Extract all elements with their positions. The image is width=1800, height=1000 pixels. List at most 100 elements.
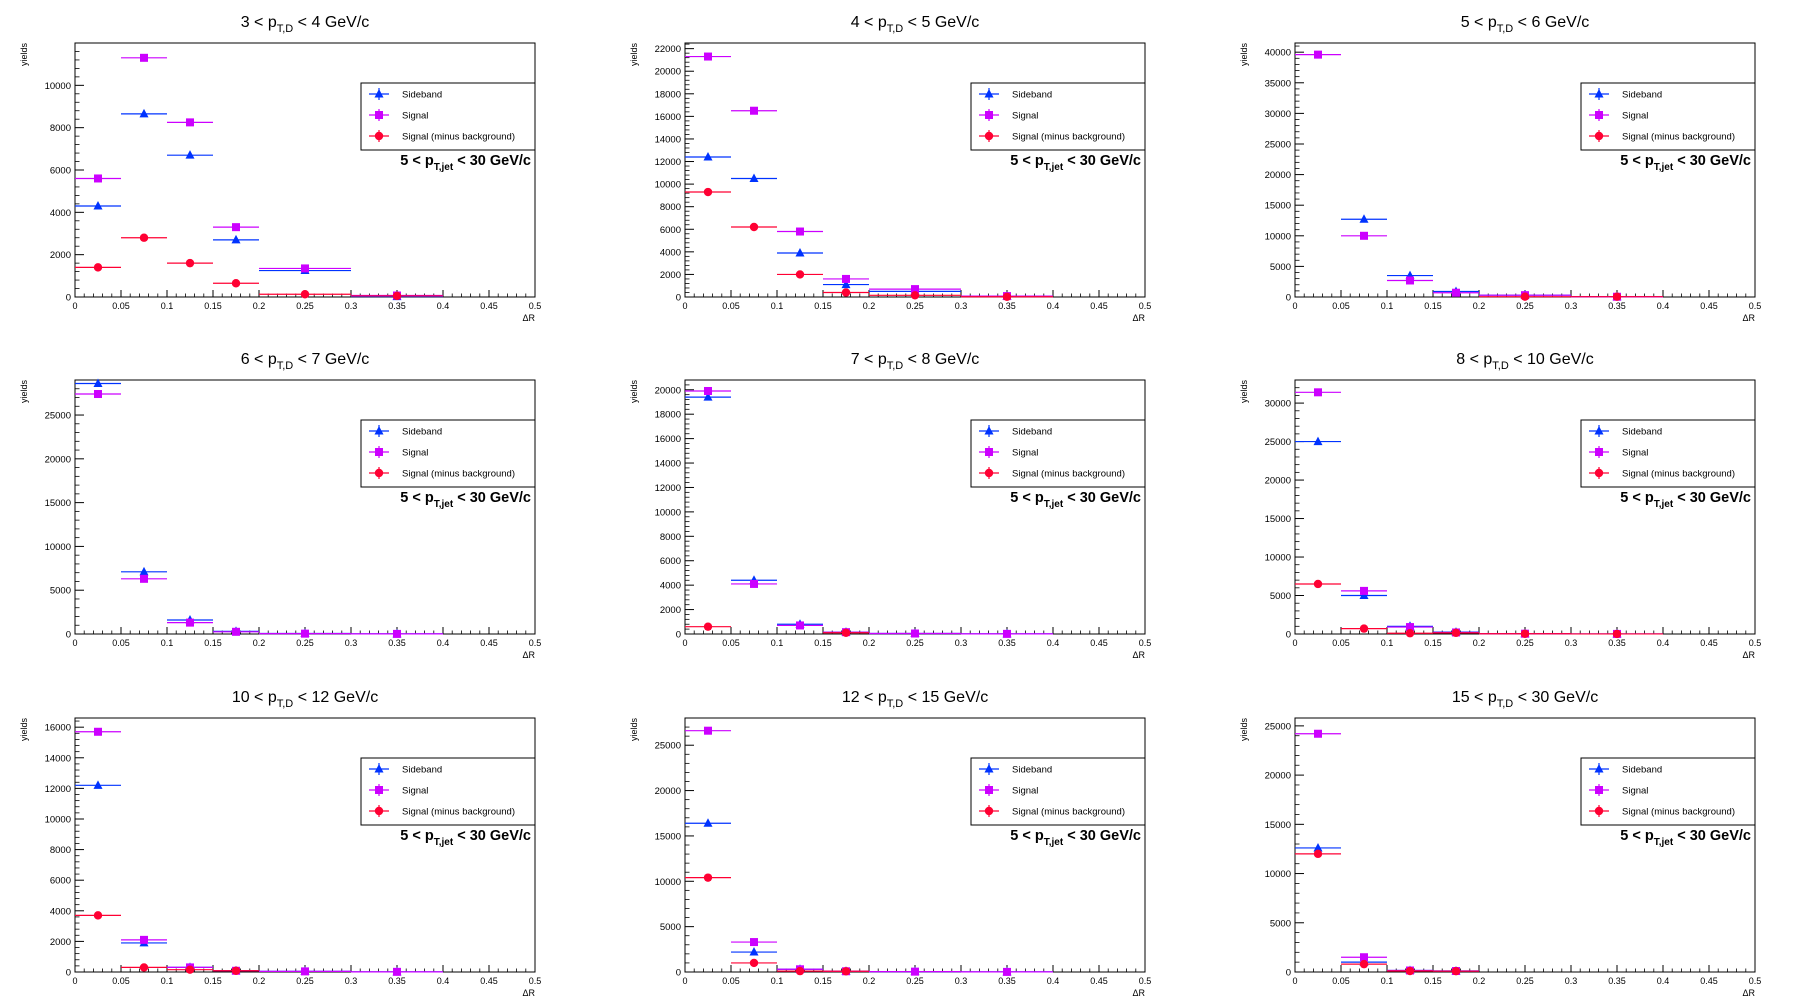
- signal-minus-bkg-point: [1520, 629, 1530, 638]
- x-tick-label: 0.15: [204, 976, 222, 986]
- sideband-point: [703, 818, 713, 827]
- sideband-point: [139, 108, 149, 118]
- legend-box: [1580, 419, 1756, 488]
- x-tick-label: 0.5: [1749, 301, 1762, 311]
- signal-minus-bkg-point: [841, 628, 851, 637]
- y-axis-label: yields: [19, 380, 29, 404]
- y-tick-label: 40000: [1265, 48, 1291, 59]
- sideband-point: [1359, 214, 1369, 223]
- signal-minus-bkg-point: [703, 187, 713, 197]
- x-tick-label: 0: [1292, 638, 1297, 648]
- x-tick-label: 0.25: [906, 638, 924, 648]
- legend-label: Signal: [1012, 111, 1038, 122]
- legend-marker: [984, 89, 994, 98]
- legend-label: Signal (minus background): [1012, 807, 1125, 818]
- y-tick-label: 10000: [45, 81, 71, 92]
- sideband-point: [93, 200, 103, 210]
- signal-point: [1360, 953, 1368, 962]
- legend-box: [1580, 757, 1756, 826]
- x-tick-label: 0.2: [863, 301, 876, 311]
- legend-box: [360, 757, 536, 826]
- y-tick-label: 6000: [660, 556, 681, 567]
- x-tick-label: 0.05: [1332, 301, 1350, 311]
- legend-label: Sideband: [402, 765, 442, 776]
- sideband-point: [93, 378, 103, 388]
- legend-box: [360, 419, 536, 488]
- x-tick-label: 0.35: [1608, 976, 1626, 986]
- x-tick-label: 0.1: [771, 301, 784, 311]
- sideband-point: [139, 566, 149, 576]
- legend-marker: [984, 468, 994, 478]
- y-tick-label: 15000: [1265, 820, 1291, 831]
- signal-point: [796, 621, 804, 630]
- y-tick-label: 0: [676, 968, 681, 979]
- signal-point: [1314, 50, 1322, 59]
- x-tick-label: 0.5: [529, 638, 542, 648]
- x-tick-label: 0.25: [906, 301, 924, 311]
- x-tick-label: 0.35: [388, 301, 406, 311]
- legend-marker: [985, 786, 993, 794]
- x-tick-label: 0.05: [1332, 976, 1350, 986]
- signal-point: [1406, 276, 1414, 285]
- y-tick-label: 25000: [655, 741, 681, 752]
- signal-minus-bkg-point: [1002, 292, 1012, 301]
- signal-point: [1406, 623, 1414, 632]
- legend-box: [970, 82, 1146, 151]
- sideband-point: [749, 173, 759, 182]
- legend-marker: [1594, 764, 1604, 773]
- x-tick-label: 0.4: [437, 301, 450, 311]
- y-tick-label: 12000: [45, 784, 71, 795]
- signal-point: [911, 285, 919, 294]
- x-tick-label: 0.4: [437, 638, 450, 648]
- x-axis-label: ΔR: [1132, 313, 1145, 323]
- signal-minus-bkg-point: [703, 622, 713, 631]
- legend-box: [970, 419, 1146, 488]
- chart-panel: 6 < pT,D < 7 GeV/c 0 0.05 0.1 0.15 0.2 0.25 0.3…: [19, 351, 541, 660]
- legend-marker: [1594, 89, 1604, 98]
- x-tick-label: 0.3: [955, 638, 968, 648]
- x-tick-label: 0.05: [112, 301, 130, 311]
- legend-label: Signal: [1012, 786, 1038, 797]
- y-tick-label: 20000: [655, 385, 681, 396]
- x-tick-label: 0.2: [253, 301, 266, 311]
- x-tick-label: 0.25: [1516, 638, 1534, 648]
- signal-minus-bkg-point: [841, 967, 851, 976]
- y-axis-label: yields: [1239, 43, 1249, 67]
- x-tick-label: 0.35: [1608, 638, 1626, 648]
- signal-point: [750, 106, 758, 115]
- signal-point: [750, 579, 758, 588]
- y-tick-label: 8000: [660, 202, 681, 213]
- sideband-point: [185, 150, 195, 159]
- legend-marker: [984, 131, 994, 141]
- signal-minus-bkg-point: [1520, 292, 1530, 301]
- signal-minus-bkg-point: [703, 873, 713, 882]
- legend-box: [1580, 82, 1756, 151]
- x-axis-label: ΔR: [1132, 988, 1145, 998]
- y-axis-label: yields: [1239, 718, 1249, 742]
- y-tick-label: 6000: [50, 166, 71, 177]
- x-axis-label: ΔR: [1742, 313, 1755, 323]
- y-tick-label: 15000: [45, 498, 71, 509]
- x-tick-label: 0.1: [161, 976, 174, 986]
- legend-marker: [374, 426, 384, 435]
- signal-point: [186, 618, 194, 627]
- signal-point: [911, 967, 919, 976]
- legend-marker: [984, 806, 994, 816]
- jet-pt-label: 5 < pT,jet < 30 GeV/c: [1010, 828, 1141, 848]
- x-tick-label: 0.05: [722, 301, 740, 311]
- y-tick-label: 12000: [655, 157, 681, 168]
- y-tick-label: 6000: [50, 876, 71, 887]
- x-tick-label: 0.45: [1700, 638, 1718, 648]
- legend-marker: [375, 111, 383, 119]
- legend-marker: [374, 806, 384, 816]
- y-axis-label: yields: [629, 380, 639, 404]
- legend-marker: [1595, 786, 1603, 794]
- signal-minus-bkg-point: [910, 291, 920, 300]
- x-tick-label: 0.2: [1473, 976, 1486, 986]
- x-tick-label: 0.35: [388, 638, 406, 648]
- legend-label: Signal: [1012, 448, 1038, 459]
- chart-panel: 15 < pT,D < 30 GeV/c 0 0.05 0.1 0.15 0.2 0.25 0…: [1239, 689, 1761, 998]
- x-tick-label: 0.5: [1139, 976, 1152, 986]
- x-tick-label: 0.4: [1657, 976, 1670, 986]
- signal-point: [393, 629, 401, 638]
